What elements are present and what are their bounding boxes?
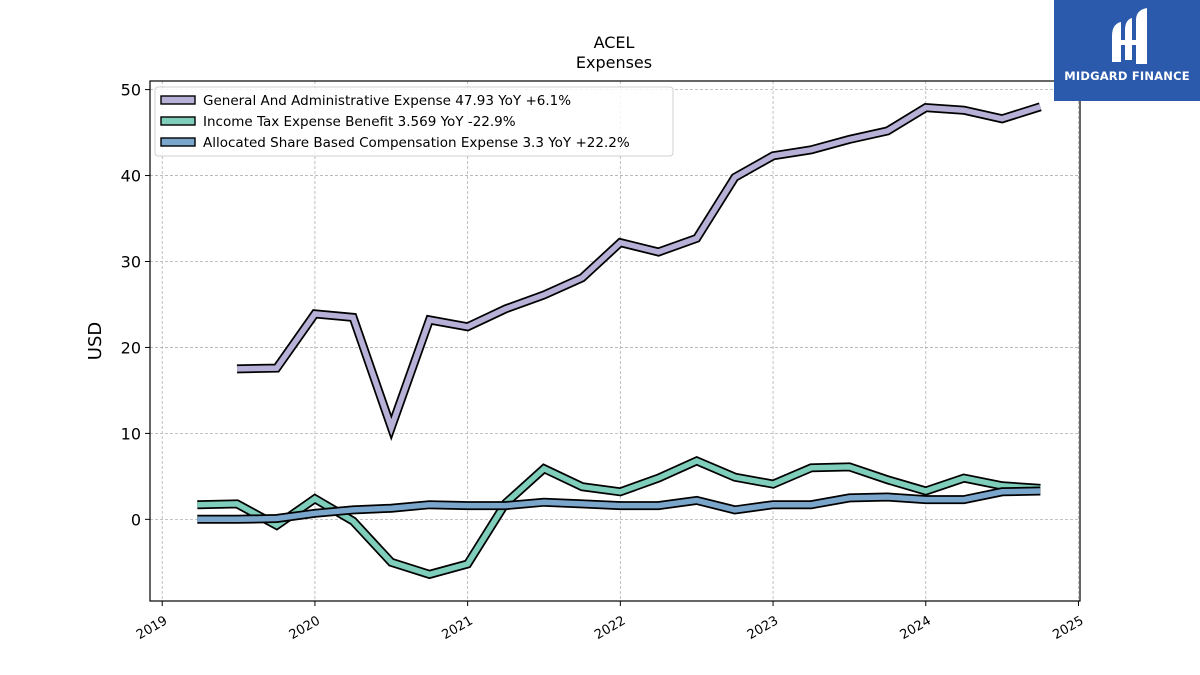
y-tick-label: 40 — [121, 167, 141, 186]
legend-box — [154, 86, 674, 157]
brand-name: MIDGARD FINANCE — [1064, 69, 1190, 83]
legend-swatch-3 — [160, 137, 196, 147]
brand-logo: MIDGARD FINANCE — [1054, 0, 1200, 101]
y-axis-label: USD — [85, 322, 106, 360]
series-line-3 — [197, 488, 1041, 523]
axis-ticks: 2019 2020 2021 2022 2023 2024 2025 0 10 20 30 40 50 — [121, 81, 1087, 643]
y-tick-label: 10 — [121, 424, 141, 443]
chart-subtitle: Expenses — [576, 53, 652, 72]
x-tick-label: 2024 — [898, 613, 934, 643]
x-tick-label: 2023 — [745, 613, 781, 643]
legend-label-3: Allocated Share Based Compensation Expen… — [203, 135, 630, 151]
legend-label-1: General And Administrative Expense 47.93… — [203, 93, 571, 109]
grid — [150, 81, 1080, 601]
midgard-logo-icon — [1112, 8, 1147, 64]
chart-title: ACEL — [594, 33, 635, 52]
x-tick-label: 2019 — [134, 613, 170, 643]
x-tick-label: 2020 — [287, 613, 323, 643]
series-line-2 — [197, 457, 1041, 578]
y-tick-label: 50 — [121, 81, 141, 100]
legend-label-2: Income Tax Expense Benefit 3.569 YoY -22… — [203, 114, 516, 130]
y-tick-label: 20 — [121, 338, 141, 357]
x-tick-label: 2021 — [439, 613, 475, 643]
legend: General And Administrative Expense 47.93… — [154, 86, 674, 157]
x-tick-label: 2022 — [592, 613, 628, 643]
legend-swatch-2 — [160, 116, 196, 126]
plot-area — [197, 102, 1042, 580]
series-line-1 — [236, 104, 1042, 436]
x-tick-label: 2025 — [1050, 613, 1086, 643]
legend-swatch-1 — [160, 95, 196, 105]
y-tick-label: 30 — [121, 252, 141, 271]
axes-frame — [149, 80, 1081, 602]
series-line-outline-2 — [197, 455, 1041, 580]
y-tick-label: 0 — [131, 510, 141, 529]
